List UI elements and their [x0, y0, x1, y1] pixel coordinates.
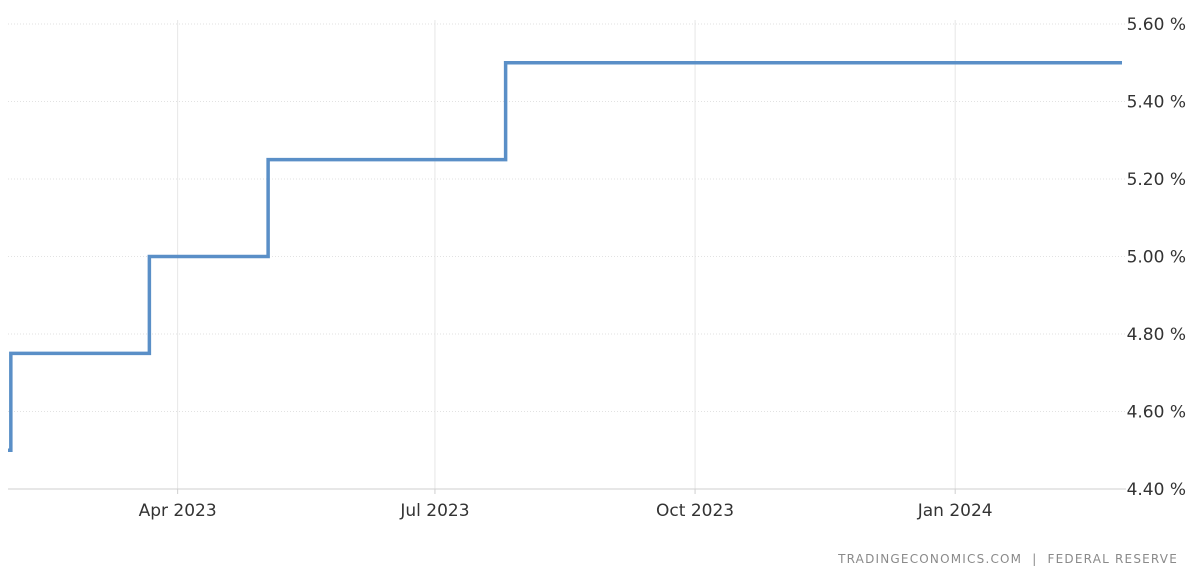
y-tick-label: 5.00 % — [1127, 248, 1186, 268]
x-tick-label: Oct 2023 — [656, 501, 734, 521]
x-tick-label: Apr 2023 — [139, 501, 217, 521]
series-layer — [8, 61, 1122, 452]
grid — [8, 20, 1126, 490]
axes — [8, 488, 1126, 494]
x-tick-label: Jul 2023 — [399, 501, 469, 521]
y-tick-label: 5.40 % — [1127, 93, 1186, 113]
y-tick-label: 5.60 % — [1127, 15, 1186, 35]
y-tick-label: 4.40 % — [1127, 480, 1186, 500]
y-tick-label: 4.80 % — [1127, 325, 1186, 345]
rate-step-line — [8, 61, 1122, 452]
labels: 4.40 % 4.60 % 4.80 % 5.00 % 5.20 % 5.40 % 5.60… — [139, 15, 1186, 521]
y-tick-label: 5.20 % — [1127, 170, 1186, 190]
source-attribution: TRADINGECONOMICS.COM | FEDERAL RESERVE — [837, 552, 1178, 566]
y-tick-label: 4.60 % — [1127, 403, 1186, 423]
x-tick-label: Jan 2024 — [917, 501, 993, 521]
